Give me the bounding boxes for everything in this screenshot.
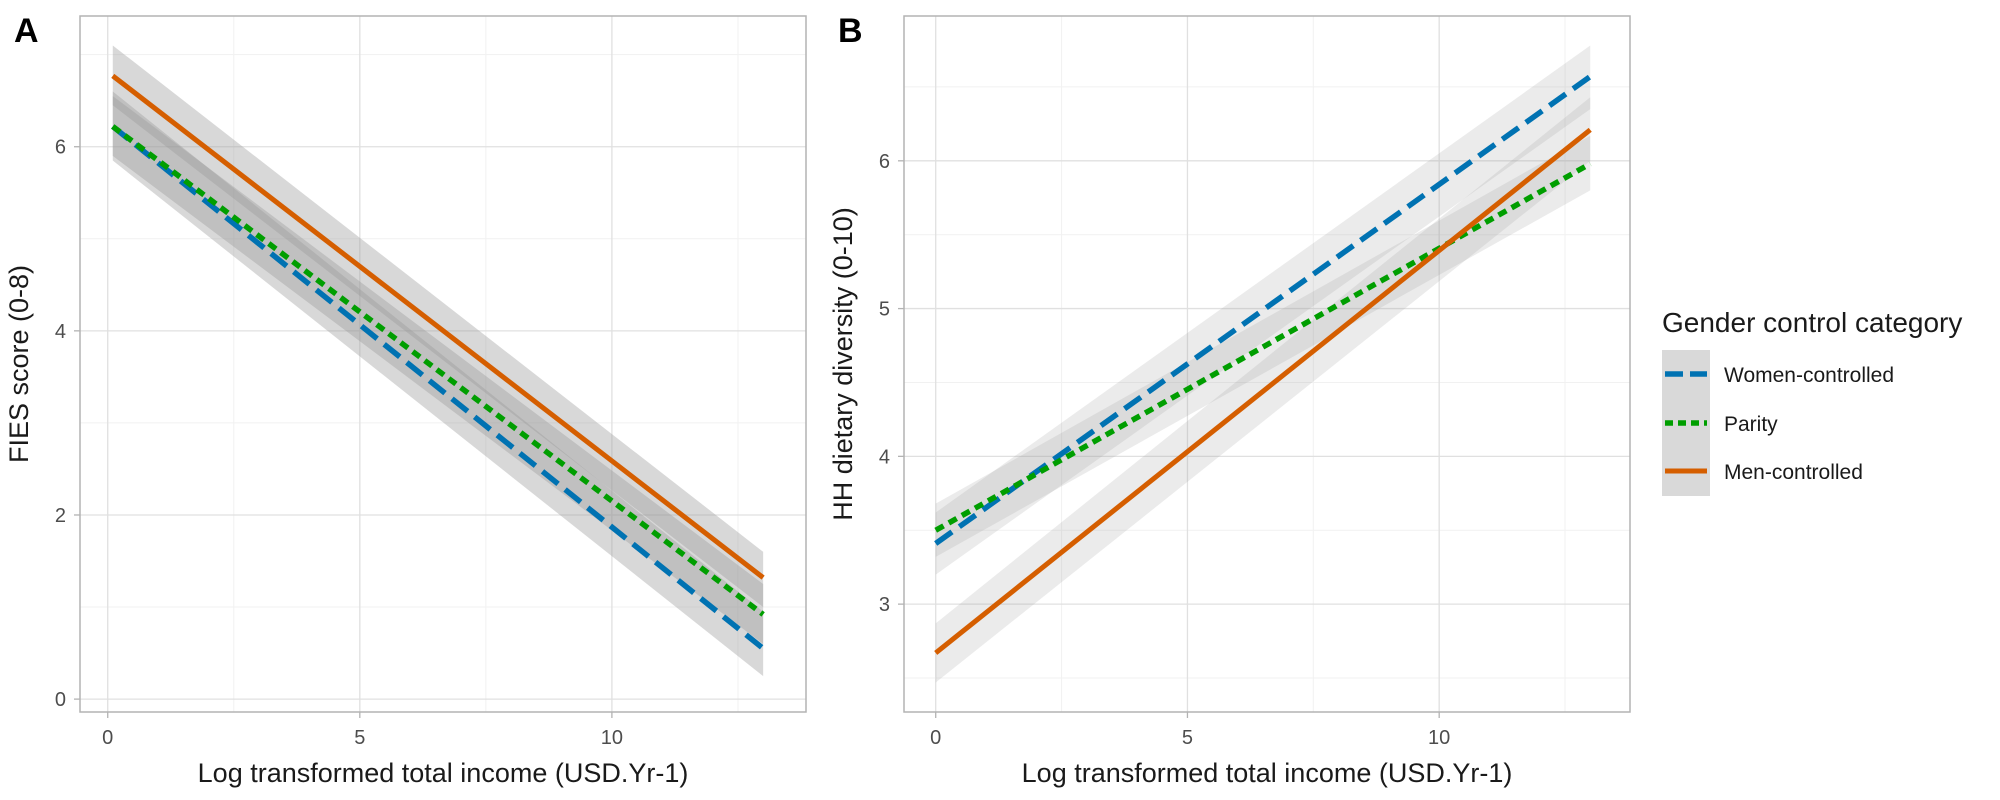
panel-tag: B (838, 12, 863, 50)
confidence-band-women-controlled (935, 45, 1591, 575)
legend-label-women-controlled: Women-controlled (1724, 364, 1894, 387)
panel-tag: A (14, 12, 39, 50)
y-axis-title: FIES score (0-8) (4, 265, 34, 463)
confidence-band-women-controlled (112, 91, 764, 677)
y-tick-label: 0 (55, 689, 66, 711)
series-line-men-controlled (111, 73, 765, 580)
legend: Gender control category Women-controlled P… (1662, 307, 1962, 496)
legend-label-parity: Parity (1724, 413, 1778, 436)
legend-title: Gender control category (1662, 307, 1962, 338)
panel-a: 0 5 10 0 2 4 6 Log transformed total income (US… (4, 12, 807, 788)
x-tick-label: 5 (354, 727, 365, 749)
x-tick-label: 5 (1182, 727, 1193, 749)
series-line-women-controlled (934, 74, 1592, 546)
x-tick-label: 0 (930, 727, 941, 749)
y-tick-label: 6 (55, 137, 66, 159)
x-tick-label: 0 (102, 727, 113, 749)
y-tick-label: 2 (55, 505, 66, 527)
y-tick-label: 4 (55, 321, 66, 343)
y-tick-label: 4 (879, 446, 890, 468)
x-axis-title: Log transformed total income (USD.Yr-1) (198, 758, 689, 788)
x-tick-label: 10 (601, 727, 623, 749)
y-tick-label: 6 (879, 151, 890, 173)
series-line-women-controlled (111, 124, 765, 651)
plot-border (79, 15, 807, 713)
legend-label-men-controlled: Men-controlled (1724, 461, 1863, 484)
y-tick-label: 5 (879, 299, 890, 321)
series-line-men-controlled (934, 127, 1592, 655)
y-tick-label: 3 (879, 594, 890, 616)
x-tick-label: 10 (1428, 727, 1450, 749)
series-line-parity (111, 124, 765, 617)
series-line-parity (934, 161, 1592, 533)
y-axis-title: HH dietary diversity (0-10) (828, 207, 858, 521)
panel-b: 0 5 10 3 4 5 6 Log transformed total income (US… (828, 12, 1631, 788)
plot-border (903, 15, 1631, 713)
x-axis-title: Log transformed total income (USD.Yr-1) (1022, 758, 1513, 788)
